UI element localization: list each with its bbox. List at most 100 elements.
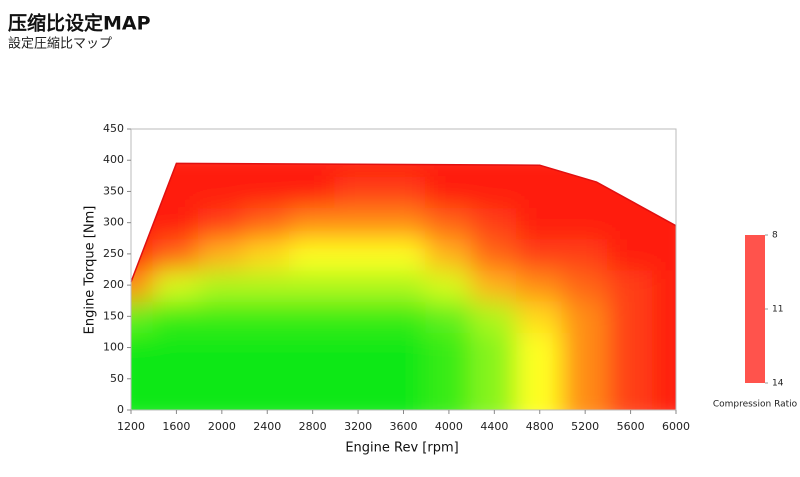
- heat-cell: [152, 237, 201, 271]
- heat-cell: [516, 330, 564, 365]
- x-axis-label: Engine Rev [rpm]: [345, 441, 458, 456]
- heat-cell: [561, 206, 609, 240]
- heat-cell: [152, 362, 201, 396]
- heat-cell: [470, 299, 519, 333]
- heat-cell: [198, 299, 246, 333]
- heat-cell: [470, 330, 519, 365]
- heat-cell: [606, 393, 655, 410]
- x-tick-label: 4400: [480, 420, 508, 433]
- x-tick-label: 3600: [390, 420, 418, 433]
- y-tick-label: 150: [103, 309, 124, 322]
- heat-cell: [379, 174, 428, 209]
- colorbar-tick-label: 11: [772, 305, 783, 315]
- heat-cell: [561, 393, 609, 410]
- heat-cell: [561, 174, 609, 209]
- heat-cell: [379, 206, 428, 240]
- heat-cell: [379, 268, 428, 302]
- x-tick-label: 5200: [571, 420, 599, 433]
- page-subtitle: 設定圧縮比マップ: [8, 36, 112, 52]
- heat-cell: [288, 163, 337, 177]
- y-tick-label: 100: [103, 341, 124, 354]
- heat-cell: [243, 362, 291, 396]
- heat-cell: [243, 237, 291, 271]
- heat-cell: [198, 163, 246, 177]
- heat-cell: [334, 174, 382, 209]
- heat-cell: [198, 268, 246, 302]
- heat-cell: [243, 393, 291, 410]
- heat-cell: [425, 362, 473, 396]
- heat-cell: [379, 362, 428, 396]
- y-tick-label: 50: [110, 372, 124, 385]
- heat-cell: [288, 362, 337, 396]
- heat-cell: [561, 163, 609, 177]
- x-tick-label: 2000: [208, 420, 236, 433]
- y-tick-label: 0: [117, 403, 124, 416]
- heat-cell: [131, 362, 155, 396]
- heat-cell: [606, 299, 655, 333]
- heat-cell: [516, 237, 564, 271]
- heat-cell: [652, 393, 676, 410]
- colorbar-tick-label: 8: [772, 231, 778, 241]
- heatmap-cells: [131, 163, 676, 410]
- heat-cell: [470, 206, 519, 240]
- heat-cell: [243, 299, 291, 333]
- y-tick-label: 400: [103, 153, 124, 166]
- heat-cell: [288, 237, 337, 271]
- heat-cell: [606, 268, 655, 302]
- y-axis-label: Engine Torque [Nm]: [83, 206, 98, 335]
- heat-cell: [470, 393, 519, 410]
- heat-cell: [652, 299, 676, 333]
- heat-cell: [198, 362, 246, 396]
- heat-cell: [379, 330, 428, 365]
- heat-cell: [131, 268, 155, 302]
- heat-cell: [379, 237, 428, 271]
- heat-cell: [561, 237, 609, 271]
- heat-cell: [334, 268, 382, 302]
- heat-cell: [243, 174, 291, 209]
- heat-cell: [131, 299, 155, 333]
- heat-cell: [334, 330, 382, 365]
- heat-cell: [561, 362, 609, 396]
- heat-cell: [379, 299, 428, 333]
- heat-cell: [606, 163, 655, 177]
- x-tick-label: 1600: [162, 420, 190, 433]
- y-tick-label: 300: [103, 216, 124, 229]
- heat-cell: [652, 330, 676, 365]
- heat-cell: [516, 299, 564, 333]
- envelope-line: [130, 162, 677, 283]
- heat-cell: [379, 393, 428, 410]
- heat-cell: [516, 174, 564, 209]
- heat-cell: [334, 299, 382, 333]
- heat-cell: [652, 237, 676, 271]
- x-tick-label: 6000: [662, 420, 690, 433]
- heat-cell: [334, 237, 382, 271]
- y-tick-label: 200: [103, 278, 124, 291]
- heat-cell: [152, 206, 201, 240]
- heat-cell: [516, 393, 564, 410]
- x-tick-label: 3200: [344, 420, 372, 433]
- heat-cell: [425, 174, 473, 209]
- heat-cell: [198, 237, 246, 271]
- y-tick-label: 450: [103, 122, 124, 135]
- heat-cell: [198, 206, 246, 240]
- heat-cell: [425, 268, 473, 302]
- page-title: 压缩比设定MAP: [8, 12, 151, 35]
- heat-cell: [288, 206, 337, 240]
- colorbar-label: Compression Ratio: [713, 400, 798, 410]
- x-tick-label: 5600: [617, 420, 645, 433]
- heat-cell: [152, 174, 201, 209]
- colorbar: [745, 235, 765, 383]
- heat-cell: [652, 268, 676, 302]
- x-tick-label: 4800: [526, 420, 554, 433]
- heat-cell: [606, 330, 655, 365]
- heat-cell: [152, 268, 201, 302]
- heat-cell: [425, 330, 473, 365]
- heat-cell: [131, 330, 155, 365]
- heat-cell: [288, 393, 337, 410]
- heat-cell: [288, 268, 337, 302]
- heat-cell: [243, 163, 291, 177]
- heat-cell: [516, 362, 564, 396]
- heat-cell: [131, 393, 155, 410]
- heat-cell: [561, 330, 609, 365]
- heat-cell: [470, 362, 519, 396]
